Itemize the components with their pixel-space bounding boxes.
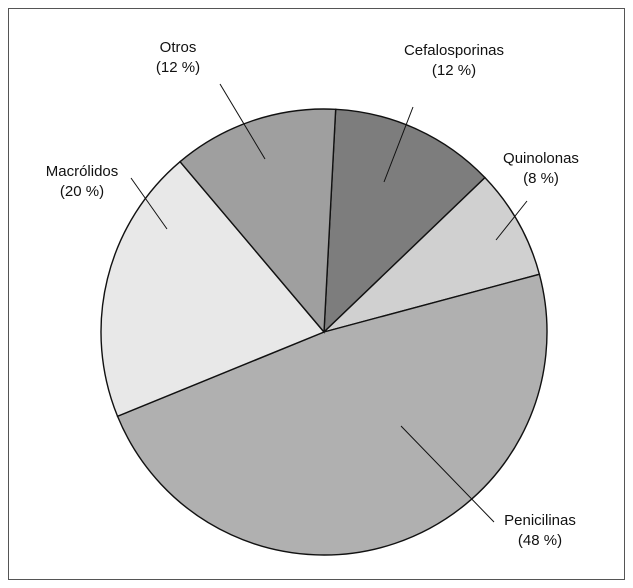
leader-line-macr-lidos bbox=[130, 177, 168, 230]
leader-line-cefalosporinas bbox=[383, 106, 414, 183]
pie-slice-quinolonas bbox=[323, 176, 541, 333]
slice-label-quinolonas: Quinolonas bbox=[503, 150, 579, 167]
slice-label-cefalosporinas: Cefalosporinas bbox=[404, 42, 504, 59]
slice-label-otros: Otros bbox=[160, 39, 197, 56]
slice-value-label-penicilinas: (48 %) bbox=[518, 532, 562, 549]
leader-line-penicilinas bbox=[400, 425, 495, 523]
pie-slice-cefalosporinas bbox=[323, 108, 486, 334]
slice-label-penicilinas: Penicilinas bbox=[504, 512, 576, 529]
slice-value-label-otros: (12 %) bbox=[156, 59, 200, 76]
pie-slice-otros bbox=[179, 108, 337, 334]
slice-value-label-cefalosporinas: (12 %) bbox=[432, 62, 476, 79]
leader-line-quinolonas bbox=[495, 200, 528, 241]
slice-value-label-quinolonas: (8 %) bbox=[523, 170, 559, 187]
slice-label-macr-lidos: Macrólidos bbox=[46, 163, 119, 180]
pie-slice-penicilinas bbox=[116, 273, 548, 556]
slice-value-label-macr-lidos: (20 %) bbox=[60, 183, 104, 200]
leader-line-otros bbox=[219, 83, 266, 160]
pie-slice-macr-lidos bbox=[100, 160, 326, 418]
